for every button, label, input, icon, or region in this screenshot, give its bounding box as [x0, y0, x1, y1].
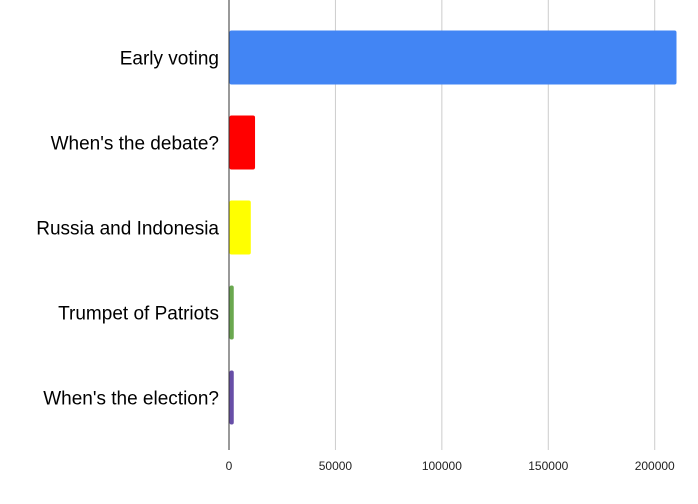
- category-label: Early voting: [120, 49, 219, 70]
- category-label: When's the election?: [43, 389, 219, 410]
- x-tick-label: 150000: [528, 459, 568, 473]
- x-tick-labels: 0 50000 100000 150000 200000: [226, 459, 675, 473]
- x-tick-label: 200000: [635, 459, 675, 473]
- category-labels: Early voting When's the debate? Russia and…: [36, 49, 219, 410]
- x-tick-label: 100000: [422, 459, 462, 473]
- bar: [229, 200, 251, 255]
- x-tick-label: 50000: [319, 459, 353, 473]
- x-tick-label: 0: [226, 459, 233, 473]
- category-label: When's the debate?: [51, 134, 219, 155]
- category-label: Russia and Indonesia: [36, 219, 219, 240]
- bars: [229, 30, 677, 425]
- bar: [229, 285, 234, 340]
- bar: [229, 30, 677, 85]
- category-label: Trumpet of Patriots: [58, 304, 219, 325]
- bar: [229, 115, 256, 170]
- bar: [229, 370, 234, 425]
